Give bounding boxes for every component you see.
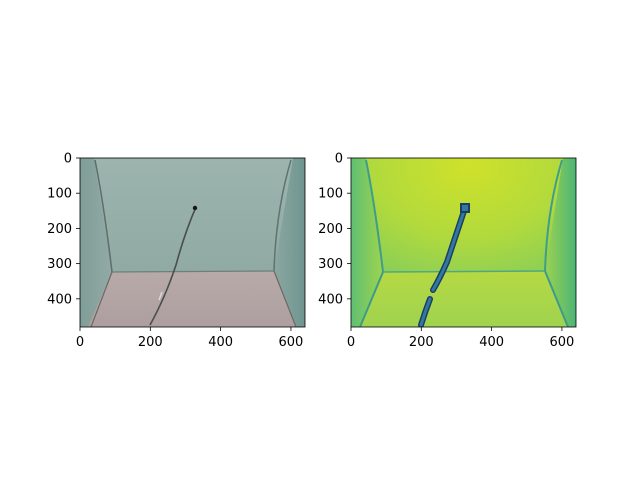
depth-floor-left-edge — [359, 271, 384, 327]
depth-left-corner-edge — [365, 159, 384, 273]
depth-floor-right-edge — [544, 270, 569, 327]
rgb-floor-left-edge — [90, 271, 113, 327]
rgb-axes-frame — [79, 157, 306, 328]
rgb-left-corner-edge — [94, 159, 113, 273]
rgb-image-x-tick-label: 0 — [76, 335, 84, 350]
rgb-image-x-tick-label: 600 — [279, 335, 304, 350]
rgb-image-y-tick-label: 400 — [47, 292, 72, 307]
rgb-cable-highlight — [158, 291, 163, 301]
depth-cable-lower — [419, 297, 432, 327]
rgb-left-wall — [80, 158, 112, 327]
rgb-cable — [149, 206, 197, 326]
rgb-image-x-tick-label: 400 — [208, 335, 233, 350]
depth-axes-frame — [350, 157, 577, 328]
rgb-image-y-tick-label: 200 — [47, 222, 72, 237]
depth-floor-edge — [382, 270, 546, 273]
rgb-floor — [80, 271, 305, 327]
rgb-image-x-tick-label: 200 — [138, 335, 163, 350]
depth-image-x-tick-label: 200 — [409, 335, 434, 350]
depth-image-panel — [351, 158, 576, 327]
depth-right-wall — [545, 158, 576, 327]
depth-image-y-tick-label: 100 — [318, 187, 343, 202]
depth-image-y-tick-label: 200 — [318, 222, 343, 237]
rgb-image-y-tick-label: 0 — [64, 152, 72, 167]
depth-left-wall — [351, 158, 383, 327]
axis-ticks: 0 200 400 600 0 100 200 300 400 0 200 400 600 0 100 200… — [47, 152, 574, 351]
rgb-floor-right-edge — [273, 270, 297, 327]
depth-image-y-tick-label: 400 — [318, 292, 343, 307]
depth-cable-upper — [431, 206, 467, 292]
depth-cable-end — [460, 203, 470, 213]
rgb-image-y-tick-label: 100 — [47, 187, 72, 202]
rgb-floor-edge — [111, 270, 275, 273]
depth-image-y-tick-label: 300 — [318, 257, 343, 272]
depth-image-x-tick-label: 400 — [479, 335, 504, 350]
rgb-image-y-tick-label: 300 — [47, 257, 72, 272]
depth-image-x-tick-label: 0 — [347, 335, 355, 350]
depth-floor — [351, 271, 576, 327]
depth-image-x-tick-label: 600 — [550, 335, 575, 350]
depth-right-corner-edge — [544, 159, 563, 272]
rgb-cable-end — [192, 205, 198, 211]
rgb-right-wall — [274, 158, 305, 327]
rgb-image-panel — [80, 158, 305, 327]
rgb-right-corner-edge — [273, 159, 292, 272]
depth-image-y-tick-label: 0 — [335, 152, 343, 167]
